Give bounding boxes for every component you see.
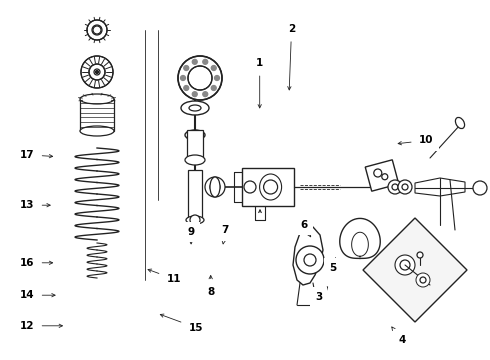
- Circle shape: [398, 180, 412, 194]
- Circle shape: [420, 277, 426, 283]
- Circle shape: [211, 85, 216, 90]
- Text: 9: 9: [188, 227, 195, 244]
- Circle shape: [190, 215, 200, 225]
- Circle shape: [94, 69, 100, 75]
- Polygon shape: [365, 160, 399, 191]
- Circle shape: [304, 254, 316, 266]
- Text: 11: 11: [148, 269, 181, 284]
- Text: 4: 4: [392, 327, 406, 345]
- Ellipse shape: [455, 117, 465, 129]
- Circle shape: [211, 66, 216, 71]
- Ellipse shape: [210, 177, 220, 197]
- Text: 7: 7: [221, 225, 229, 244]
- Text: 17: 17: [20, 150, 52, 160]
- Ellipse shape: [191, 132, 199, 138]
- Bar: [188, 170, 202, 220]
- Circle shape: [382, 174, 388, 180]
- Ellipse shape: [185, 130, 205, 140]
- Polygon shape: [293, 225, 323, 285]
- Circle shape: [374, 169, 382, 177]
- Circle shape: [296, 246, 324, 274]
- Bar: [242, 168, 294, 206]
- Text: 16: 16: [20, 258, 52, 268]
- Ellipse shape: [80, 126, 114, 136]
- Circle shape: [392, 184, 398, 190]
- Circle shape: [264, 180, 278, 194]
- Circle shape: [416, 273, 430, 287]
- Polygon shape: [415, 178, 465, 196]
- Circle shape: [87, 20, 107, 40]
- Circle shape: [402, 184, 408, 190]
- Circle shape: [96, 71, 98, 73]
- Text: 3: 3: [315, 287, 328, 302]
- Text: 12: 12: [20, 321, 62, 331]
- Ellipse shape: [260, 174, 282, 200]
- Circle shape: [81, 56, 113, 88]
- Text: 1: 1: [256, 58, 263, 108]
- Bar: [187, 130, 203, 160]
- Ellipse shape: [80, 94, 114, 104]
- Ellipse shape: [185, 155, 205, 165]
- Circle shape: [210, 182, 220, 192]
- Circle shape: [203, 92, 208, 97]
- Text: 13: 13: [20, 200, 50, 210]
- Circle shape: [205, 177, 225, 197]
- Circle shape: [400, 260, 410, 270]
- Circle shape: [215, 76, 220, 81]
- Circle shape: [180, 76, 186, 81]
- Circle shape: [388, 180, 402, 194]
- Text: 5: 5: [330, 258, 337, 273]
- Text: 6: 6: [300, 220, 311, 237]
- Circle shape: [184, 66, 189, 71]
- Text: 2: 2: [288, 24, 295, 90]
- Text: 8: 8: [207, 275, 214, 297]
- Circle shape: [473, 181, 487, 195]
- Text: 15: 15: [160, 314, 203, 333]
- Circle shape: [244, 181, 256, 193]
- Circle shape: [178, 56, 222, 100]
- Circle shape: [395, 255, 415, 275]
- Circle shape: [203, 59, 208, 64]
- Polygon shape: [363, 218, 467, 322]
- Bar: [80, 99, 114, 131]
- Circle shape: [417, 252, 423, 258]
- Text: 10: 10: [398, 135, 434, 145]
- Circle shape: [188, 66, 212, 90]
- Circle shape: [192, 92, 197, 97]
- Ellipse shape: [186, 216, 204, 224]
- Text: 14: 14: [20, 290, 55, 300]
- Circle shape: [192, 59, 197, 64]
- Circle shape: [92, 25, 102, 35]
- Ellipse shape: [181, 101, 209, 115]
- Circle shape: [184, 85, 189, 90]
- Ellipse shape: [189, 105, 201, 111]
- Circle shape: [89, 64, 105, 80]
